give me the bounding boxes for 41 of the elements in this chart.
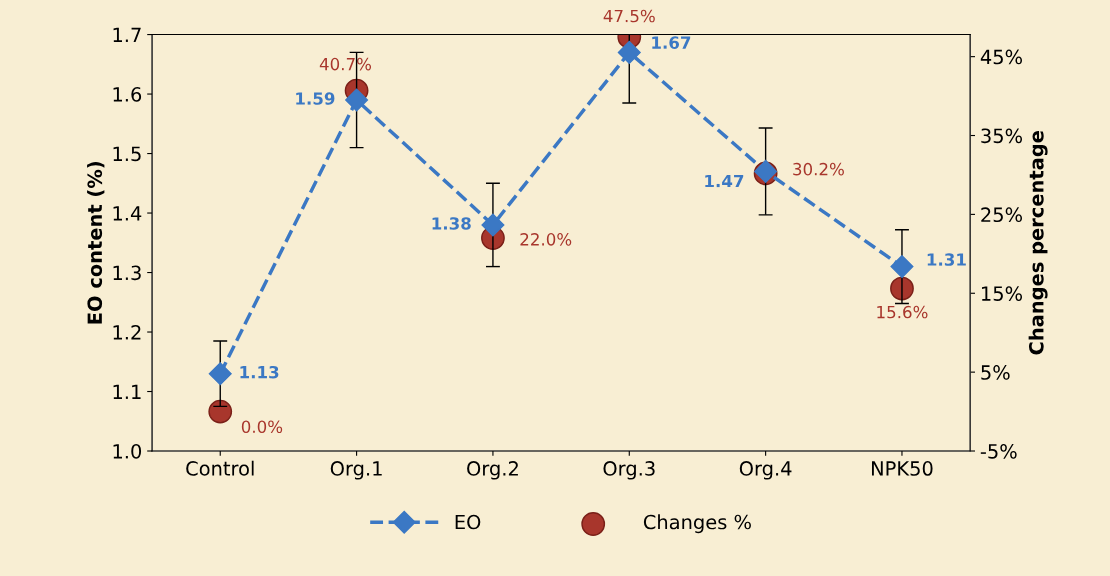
data-label: 47.5% (603, 9, 655, 23)
x-tick-label: Org.2 (467, 461, 518, 480)
y-tick-label: 1.4 (113, 206, 142, 221)
point (208, 362, 232, 386)
data-label: 0.0% (241, 420, 283, 434)
legend-label: EO (455, 514, 481, 530)
x-tick-label: Org.1 (330, 461, 382, 480)
data-label: 30.2% (793, 162, 844, 176)
y-tick-label: 1.1 (113, 384, 141, 399)
y-tick-label: 1.3 (113, 265, 141, 281)
data-label: 1.67 (652, 36, 691, 49)
data-label: 1.31 (927, 253, 966, 266)
point (617, 40, 641, 64)
point (208, 399, 233, 424)
y-tick-label: 1.6 (113, 87, 142, 102)
x-tick-label: Org.4 (739, 461, 792, 480)
data-label: 1.59 (296, 92, 335, 105)
data-label: 15.6% (877, 305, 928, 319)
data-label: 1.13 (240, 365, 279, 379)
y2-tick-label: 35% (981, 128, 1023, 144)
y2-tick-label: 45% (980, 49, 1023, 65)
y-tick-label: 1.0 (113, 443, 142, 459)
y-tick-label: 1.5 (113, 146, 141, 162)
x-tick-label: Control (186, 460, 254, 476)
y2-tick-label: 15% (982, 286, 1023, 301)
y2-axis-title: Changes percentage (1028, 131, 1048, 355)
data-label: 1.47 (705, 174, 744, 188)
y2-tick-label: 5% (981, 365, 1010, 380)
y-axis-title: EO content (%) (87, 161, 105, 324)
x-tick-label: NPK50 (871, 461, 933, 476)
legend-label: Changes % (643, 514, 751, 534)
point (481, 213, 505, 237)
y-tick-label: 1.7 (113, 27, 141, 42)
point (890, 255, 914, 279)
y2-tick-label: 25% (981, 207, 1023, 223)
y2-tick-label: -5% (980, 443, 1017, 459)
y-tick-label: 1.2 (113, 324, 141, 340)
data-label: 1.38 (432, 217, 471, 230)
x-tick-label: Org.3 (603, 461, 655, 480)
point (345, 88, 369, 112)
data-label: 22.0% (520, 233, 572, 246)
